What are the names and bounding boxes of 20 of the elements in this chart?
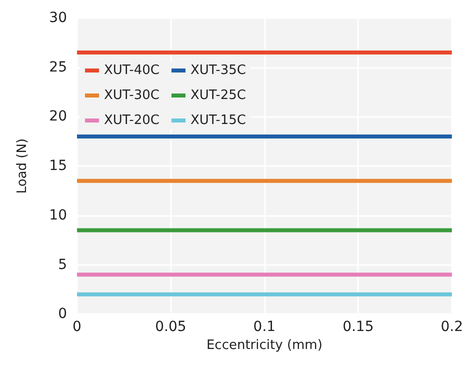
y-tick-label: 30 xyxy=(49,10,67,26)
y-axis-title: Load (N) xyxy=(15,138,30,194)
legend-label: XUT-25C xyxy=(190,88,246,103)
legend-label: XUT-35C xyxy=(190,63,246,78)
x-tick-label: 0 xyxy=(72,319,82,336)
y-tick-label: 20 xyxy=(49,108,67,125)
y-tick-label: 25 xyxy=(49,59,67,76)
y-tick-label: 15 xyxy=(49,158,67,174)
legend-label: XUT-30C xyxy=(104,88,160,103)
x-axis-title: Eccentricity (mm) xyxy=(206,338,322,353)
x-tick-label: 0.2 xyxy=(440,319,463,336)
y-tick-label: 10 xyxy=(49,207,67,224)
legend-label: XUT-20C xyxy=(104,113,160,128)
x-tick-label: 0.1 xyxy=(253,319,276,336)
y-tick-label: 5 xyxy=(58,256,67,273)
x-tick-label: 0.05 xyxy=(155,319,186,336)
legend-label: XUT-40C xyxy=(104,63,160,78)
x-tick-label: 0.15 xyxy=(342,319,374,336)
y-tick-label: 0 xyxy=(58,306,67,322)
legend-label: XUT-15C xyxy=(190,113,246,128)
